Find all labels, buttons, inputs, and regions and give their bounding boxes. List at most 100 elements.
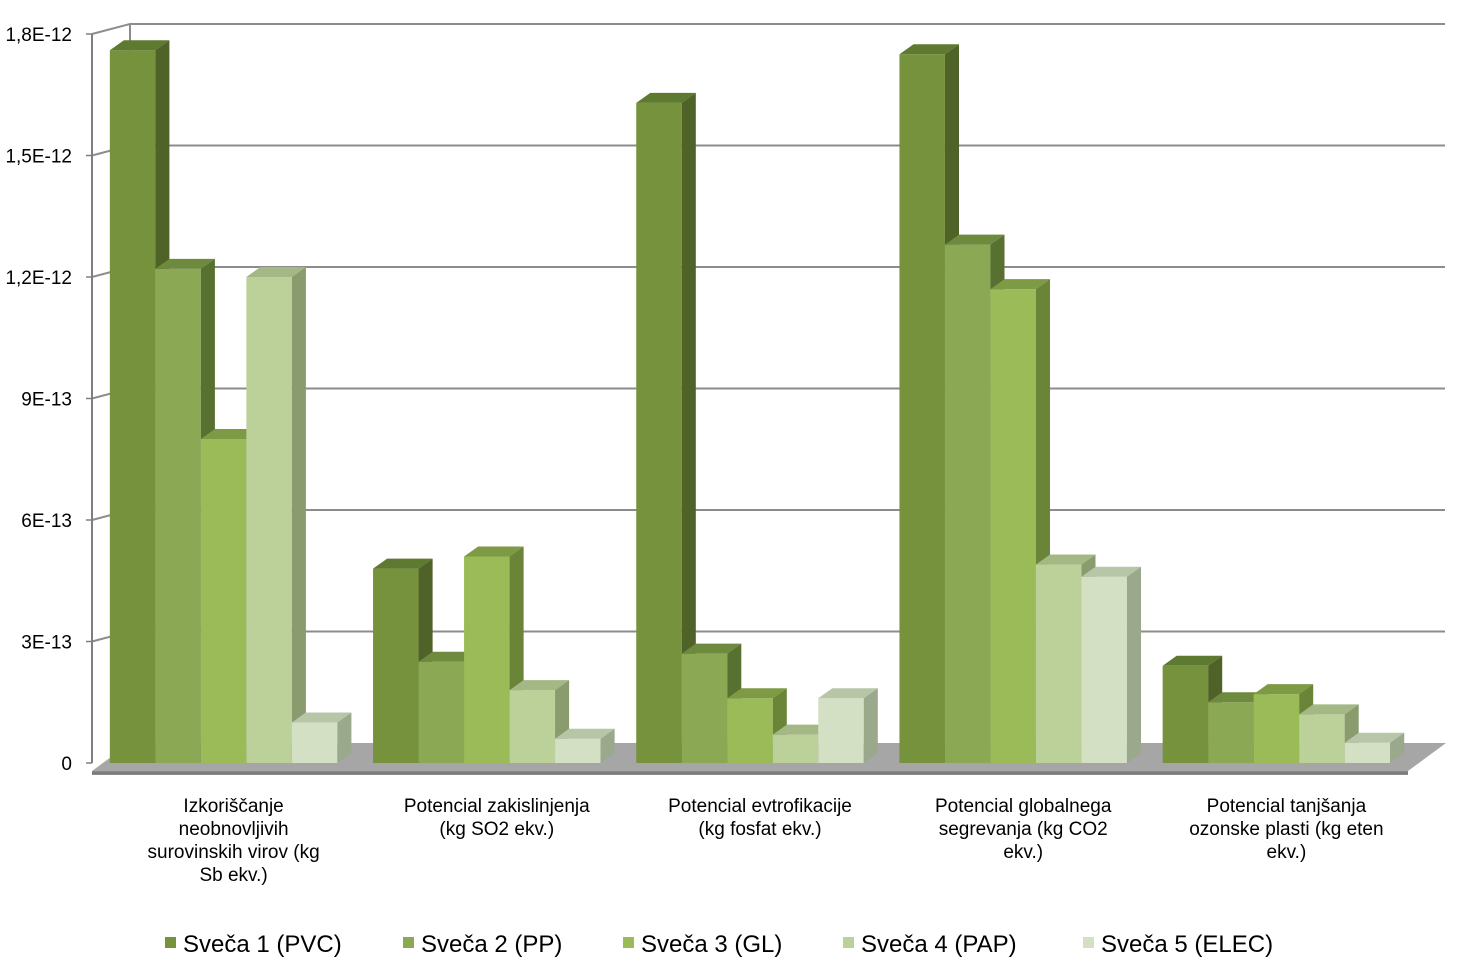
category-label-line: (kg fosfat ekv.) — [698, 819, 821, 840]
bar-top — [990, 279, 1051, 290]
bar-top — [772, 724, 833, 735]
bar-front — [681, 653, 728, 763]
bar — [1299, 704, 1359, 763]
bar-front — [464, 556, 510, 763]
bar-front — [636, 102, 682, 764]
category-label: Potencial globalnega segrevanja (kg CO2 ek… — [935, 796, 1112, 863]
bar-top — [818, 688, 878, 699]
category-label-line: Potencial zakislinjenja — [404, 796, 590, 817]
bars — [109, 40, 1405, 764]
bar-side — [291, 267, 306, 763]
bar-front — [373, 568, 419, 763]
y-tick-label: 1,5E-12 — [5, 147, 72, 168]
gridlines — [91, 23, 1445, 643]
bar-front — [727, 698, 773, 763]
y-tick-label: 6E-13 — [21, 511, 72, 532]
bar-front — [155, 268, 201, 763]
category-label-line: Sb ekv.) — [199, 865, 267, 886]
category-label: Potencial evtrofikacije (kg fosfat ekv.) — [668, 796, 852, 840]
legend-item-label: Sveča 2 (PP) — [421, 931, 562, 958]
bar — [555, 728, 615, 763]
bar-front — [772, 734, 819, 763]
bar-front — [818, 698, 864, 763]
category-label-line: (kg SO2 ekv.) — [439, 819, 554, 840]
bar-top — [109, 40, 170, 51]
bar — [246, 267, 306, 763]
bar-front — [555, 738, 601, 763]
category-label-line: Izkoriščanje — [183, 796, 283, 817]
y-axis: 0 3E-13 6E-13 9E-13 1,2E-12 1,5E-12 1,8E-12 — [5, 24, 131, 775]
legend-swatch — [165, 937, 176, 948]
y-tick-label: 3E-13 — [21, 633, 72, 654]
category-label-line: surovinskih virov (kg — [148, 842, 320, 863]
bar-top — [509, 680, 570, 691]
category-label-line: ozonske plasti (kg eten — [1189, 819, 1383, 840]
bar-front — [1081, 576, 1127, 763]
category-label-line: Potencial globalnega — [935, 796, 1112, 817]
bar — [1344, 732, 1405, 763]
legend-swatch — [1083, 937, 1094, 948]
bar-side — [681, 92, 696, 764]
bar-side — [337, 712, 352, 763]
category-label-line: ekv.) — [1267, 842, 1307, 863]
bar-front — [899, 54, 945, 763]
bar-front — [990, 289, 1036, 763]
category-label-line: neobnovljivih — [179, 819, 289, 840]
bar — [636, 92, 696, 764]
bar-front — [200, 439, 247, 763]
legend-item-label: Sveča 5 (ELEC) — [1101, 931, 1273, 958]
bar-front — [291, 722, 338, 763]
bar-top — [1344, 732, 1405, 743]
bar — [818, 688, 878, 763]
bar-top — [1035, 554, 1096, 565]
category-labels: Izkoriščanje neobnovljivih surovinskih vir… — [148, 796, 1384, 886]
bar-front — [509, 690, 556, 763]
bar-top — [155, 258, 215, 269]
bar-top — [246, 267, 306, 277]
bar-front — [1253, 694, 1300, 763]
y-tick-label: 0 — [61, 754, 72, 775]
bar-top — [727, 688, 787, 699]
bar-side — [1390, 732, 1405, 763]
legend-swatch — [403, 937, 414, 948]
bar-front — [1299, 714, 1345, 763]
bar-side — [863, 688, 878, 763]
bar-top — [555, 728, 615, 739]
bar-front — [1208, 702, 1254, 763]
legend-item-label: Sveča 1 (PVC) — [183, 931, 342, 958]
category-label-line: ekv.) — [1003, 842, 1043, 863]
bar-front — [944, 244, 991, 764]
bar-front — [109, 50, 156, 763]
bar-top — [681, 643, 742, 654]
legend: Sveča 1 (PVC) Sveča 2 (PP) Sveča 3 (GL) Sve… — [165, 931, 1273, 958]
bar-top — [373, 558, 433, 569]
y-tick-label: 9E-13 — [21, 390, 72, 411]
gridline-depth — [91, 23, 131, 35]
bar-front — [1035, 564, 1082, 763]
bar-top — [418, 651, 479, 662]
bar-side — [1126, 566, 1142, 763]
bar-side — [600, 728, 615, 763]
bar-top — [1208, 692, 1268, 703]
bar-top — [1299, 704, 1359, 715]
category-label-line: Potencial evtrofikacije — [668, 796, 852, 817]
category-label-line: segrevanja (kg CO2 — [939, 819, 1108, 840]
bar-top — [464, 546, 524, 557]
bar — [1081, 566, 1142, 763]
bar-front — [246, 277, 292, 763]
bar-top — [200, 429, 261, 439]
bar-top — [636, 92, 696, 103]
y-tick-label: 1,2E-12 — [5, 268, 72, 289]
bar-top — [899, 44, 960, 55]
bar — [291, 712, 352, 763]
category-label-line: Potencial tanjšanja — [1207, 796, 1367, 817]
bar-front — [418, 661, 465, 763]
bar-front — [1162, 665, 1209, 763]
bar-top — [1162, 655, 1223, 666]
y-tick-label: 1,8E-12 — [5, 25, 72, 46]
category-label: Potencial tanjšanja ozonske plasti (kg et… — [1189, 796, 1383, 863]
bar-front — [1344, 742, 1391, 763]
bar-top — [1081, 566, 1142, 577]
category-label: Izkoriščanje neobnovljivih surovinskih vir… — [148, 796, 320, 886]
